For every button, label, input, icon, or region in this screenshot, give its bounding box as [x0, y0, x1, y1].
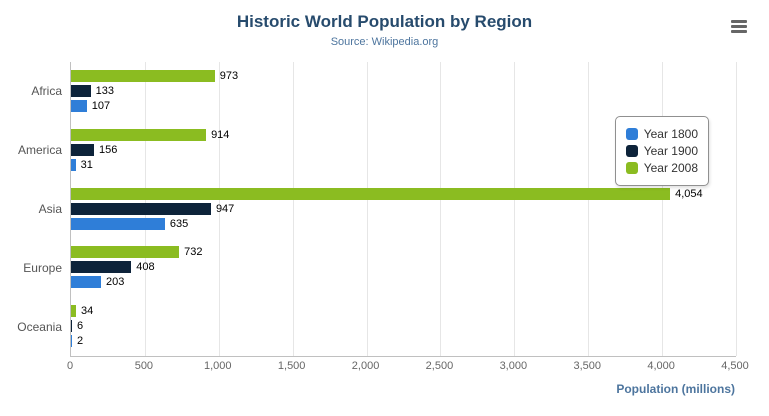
bar-value-label: 408 — [136, 261, 155, 274]
bar-value-label: 107 — [91, 100, 111, 112]
bar-line: 156 — [71, 143, 736, 156]
bar[interactable] — [71, 261, 132, 274]
bar-value-label: 6 — [77, 320, 84, 333]
legend-swatch-icon — [625, 128, 638, 140]
bar[interactable] — [71, 128, 207, 141]
legend: Year 1800 Year 1900 Year 2008 — [614, 116, 709, 186]
x-axis-tick-label: 1,000 — [204, 360, 232, 372]
x-axis-tick-label: 2,000 — [351, 360, 380, 372]
gridline — [514, 62, 516, 356]
plot-area: 973 133 107 914 156 31 4,054 947 635 732 408 203 34 6… — [70, 62, 737, 357]
bar-line: 408 — [71, 261, 736, 274]
gridline — [366, 62, 368, 356]
bar-line: 2 — [71, 335, 736, 348]
legend-item[interactable]: Year 2008 — [625, 161, 698, 175]
bar[interactable] — [71, 158, 76, 171]
bar-value-label: 947 — [215, 202, 235, 215]
bar[interactable] — [71, 143, 95, 156]
bar-group: 973 133 107 — [71, 70, 736, 115]
bar[interactable] — [71, 202, 211, 215]
x-axis-tick-label: 4,000 — [647, 360, 675, 372]
category-axis-labels: Africa America Asia Europe Oceania — [0, 62, 62, 356]
bar-value-label: 34 — [81, 305, 94, 318]
x-axis-title: Population (millions) — [616, 382, 735, 396]
x-axis-tick-label: 3,000 — [499, 360, 528, 372]
bar-line: 947 — [71, 202, 736, 215]
legend-label: Year 1900 — [643, 144, 698, 158]
bar-value-label: 635 — [169, 217, 189, 230]
gridline — [440, 62, 442, 356]
bar[interactable] — [71, 217, 165, 230]
bar-line: 31 — [71, 158, 736, 171]
bar-value-label: 4,054 — [675, 187, 703, 200]
hamburger-menu-icon[interactable] — [731, 20, 747, 33]
bar-group: 914 156 31 — [71, 128, 736, 174]
x-axis-tick-label: 1,500 — [277, 360, 306, 372]
bar[interactable] — [71, 335, 72, 348]
bar-line: 914 — [71, 128, 736, 141]
bar[interactable] — [71, 276, 101, 289]
legend-item[interactable]: Year 1900 — [625, 144, 698, 158]
bar-line: 973 — [71, 70, 736, 82]
gridline — [218, 62, 220, 356]
category-label: Oceania — [17, 319, 62, 334]
bar[interactable] — [71, 70, 215, 82]
bar-value-label: 203 — [105, 276, 125, 289]
bar-value-label: 31 — [80, 158, 93, 171]
bar-line: 133 — [71, 85, 736, 97]
bar-line: 203 — [71, 276, 736, 289]
bar[interactable] — [71, 85, 91, 97]
category-label: Asia — [38, 201, 62, 216]
legend-label: Year 2008 — [643, 161, 698, 175]
gridline — [292, 62, 294, 356]
x-axis-tick-label: 4,500 — [721, 360, 749, 372]
bar[interactable] — [71, 100, 87, 112]
category-label: Europe — [23, 260, 62, 275]
bar-value-label: 156 — [99, 143, 118, 156]
bar-value-label: 732 — [184, 246, 203, 259]
bar-group: 732 408 203 — [71, 246, 736, 291]
bar[interactable] — [71, 305, 77, 318]
bar-group: 4,054 947 635 — [71, 187, 736, 233]
x-axis-tick-label: 0 — [66, 360, 74, 372]
x-axis-tick-label: 3,500 — [573, 360, 601, 372]
bar-value-label: 914 — [211, 128, 230, 141]
chart-subtitle: Source: Wikipedia.org — [330, 36, 439, 48]
category-label: America — [17, 143, 62, 158]
bar-line: 635 — [71, 217, 736, 230]
bar-value-label: 973 — [219, 70, 239, 82]
bar[interactable] — [71, 246, 180, 259]
bar-value-label: 133 — [95, 85, 114, 97]
bar-value-label: 2 — [77, 335, 84, 348]
bar-line: 34 — [71, 305, 736, 318]
gridline — [662, 62, 664, 356]
bar[interactable] — [71, 320, 72, 333]
legend-swatch-icon — [625, 145, 638, 157]
gridline — [736, 62, 737, 356]
bar-line: 4,054 — [71, 187, 736, 200]
bar-line: 732 — [71, 246, 736, 259]
x-axis-tick-labels: 0 500 1,000 1,500 2,000 2,500 3,000 3,500 4,000 4… — [66, 360, 749, 376]
x-axis-tick-label: 2,500 — [425, 360, 454, 372]
category-label: Africa — [31, 84, 62, 99]
legend-item[interactable]: Year 1800 — [625, 127, 698, 141]
x-axis-tick-label: 500 — [134, 360, 154, 372]
bar[interactable] — [71, 187, 671, 200]
legend-label: Year 1800 — [643, 127, 698, 141]
legend-swatch-icon — [625, 162, 638, 174]
hamburger-line — [731, 25, 747, 28]
hamburger-line — [731, 30, 747, 33]
chart-title: Historic World Population by Region — [236, 12, 533, 31]
bar-line: 107 — [71, 100, 736, 112]
gridline — [588, 62, 590, 356]
bar-group: 34 6 2 — [71, 305, 736, 350]
hamburger-line — [731, 20, 747, 23]
bar-line: 6 — [71, 320, 736, 333]
